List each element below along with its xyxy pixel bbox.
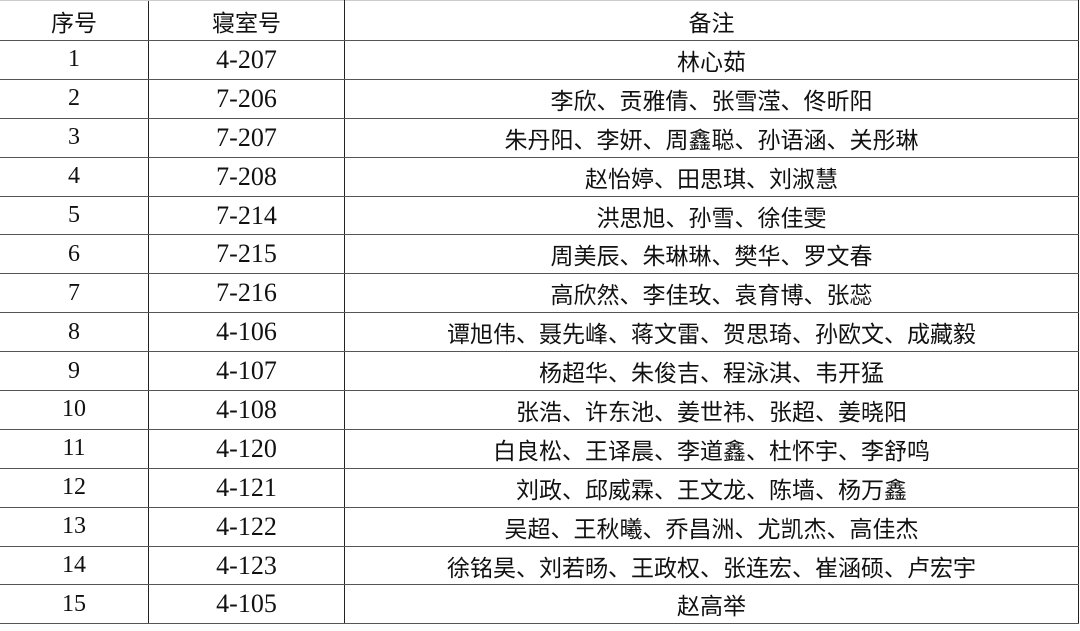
note-cell: 李欣、贡雅倩、张雪滢、佟昕阳 xyxy=(344,79,1079,119)
index-cell: 1 xyxy=(0,40,149,80)
table-row: 10 4-108 张浩、许东池、姜世祎、张超、姜晓阳 xyxy=(0,390,1079,430)
note-cell: 吴超、王秋曦、乔昌洲、尤凯杰、高佳杰 xyxy=(344,507,1079,547)
index-cell: 2 xyxy=(0,79,149,119)
note-cell: 徐铭昊、刘若旸、王政权、张连宏、崔涵硕、卢宏宇 xyxy=(344,546,1079,586)
room-cell: 4-107 xyxy=(148,351,345,392)
room-cell: 4-106 xyxy=(148,312,345,353)
index-cell: 7 xyxy=(0,273,149,314)
index-cell: 15 xyxy=(0,584,149,625)
table-row: 2 7-206 李欣、贡雅倩、张雪滢、佟昕阳 xyxy=(0,79,1079,119)
table-row: 6 7-215 周美辰、朱琳琳、樊华、罗文春 xyxy=(0,234,1079,275)
header-room: 寝室号 xyxy=(148,0,345,41)
index-cell: 9 xyxy=(0,351,149,392)
index-cell: 6 xyxy=(0,234,149,275)
note-cell: 朱丹阳、李妍、周鑫聪、孙语涵、关彤琳 xyxy=(344,118,1079,158)
room-cell: 4-123 xyxy=(148,546,345,586)
table-row: 12 4-121 刘政、邱威霖、王文龙、陈墙、杨万鑫 xyxy=(0,468,1079,508)
room-cell: 4-122 xyxy=(148,507,345,547)
index-cell: 5 xyxy=(0,196,149,236)
index-cell: 13 xyxy=(0,507,149,547)
table-row: 8 4-106 谭旭伟、聂先峰、蒋文雷、贺思琦、孙欧文、成藏毅 xyxy=(0,312,1079,353)
note-cell: 洪思旭、孙雪、徐佳雯 xyxy=(344,196,1079,236)
note-cell: 刘政、邱威霖、王文龙、陈墙、杨万鑫 xyxy=(344,468,1079,508)
header-index: 序号 xyxy=(0,0,149,41)
room-cell: 4-121 xyxy=(148,468,345,508)
table-row: 13 4-122 吴超、王秋曦、乔昌洲、尤凯杰、高佳杰 xyxy=(0,507,1079,547)
header-row: 序号 寝室号 备注 xyxy=(0,0,1079,41)
room-cell: 4-108 xyxy=(148,390,345,430)
room-cell: 7-214 xyxy=(148,196,345,236)
table-row: 11 4-120 白良松、王译晨、李道鑫、杜怀宇、李舒鸣 xyxy=(0,429,1079,469)
table-row: 3 7-207 朱丹阳、李妍、周鑫聪、孙语涵、关彤琳 xyxy=(0,118,1079,158)
note-cell: 周美辰、朱琳琳、樊华、罗文春 xyxy=(344,234,1079,275)
index-cell: 8 xyxy=(0,312,149,353)
table-row: 4 7-208 赵怡婷、田思琪、刘淑慧 xyxy=(0,157,1079,197)
table-row: 7 7-216 高欣然、李佳玫、袁育博、张蕊 xyxy=(0,273,1079,314)
table-row: 15 4-105 赵高举 xyxy=(0,584,1079,625)
index-cell: 10 xyxy=(0,390,149,430)
note-cell: 赵高举 xyxy=(344,584,1079,625)
header-note: 备注 xyxy=(344,0,1079,41)
table-row: 5 7-214 洪思旭、孙雪、徐佳雯 xyxy=(0,196,1079,236)
index-cell: 12 xyxy=(0,468,149,508)
index-cell: 11 xyxy=(0,429,149,469)
room-cell: 7-215 xyxy=(148,234,345,275)
note-cell: 谭旭伟、聂先峰、蒋文雷、贺思琦、孙欧文、成藏毅 xyxy=(344,312,1079,353)
index-cell: 14 xyxy=(0,546,149,586)
index-cell: 3 xyxy=(0,118,149,158)
room-cell: 7-206 xyxy=(148,79,345,119)
note-cell: 高欣然、李佳玫、袁育博、张蕊 xyxy=(344,273,1079,314)
room-cell: 7-216 xyxy=(148,273,345,314)
note-cell: 林心茹 xyxy=(344,40,1079,80)
note-cell: 杨超华、朱俊吉、程泳淇、韦开猛 xyxy=(344,351,1079,392)
room-cell: 4-207 xyxy=(148,40,345,80)
table-row: 1 4-207 林心茹 xyxy=(0,40,1079,80)
note-cell: 白良松、王译晨、李道鑫、杜怀宇、李舒鸣 xyxy=(344,429,1079,469)
table-row: 9 4-107 杨超华、朱俊吉、程泳淇、韦开猛 xyxy=(0,351,1079,392)
note-cell: 张浩、许东池、姜世祎、张超、姜晓阳 xyxy=(344,390,1079,430)
index-cell: 4 xyxy=(0,157,149,197)
room-cell: 4-105 xyxy=(148,584,345,625)
room-cell: 7-208 xyxy=(148,157,345,197)
table-row: 14 4-123 徐铭昊、刘若旸、王政权、张连宏、崔涵硕、卢宏宇 xyxy=(0,546,1079,586)
room-cell: 4-120 xyxy=(148,429,345,469)
note-cell: 赵怡婷、田思琪、刘淑慧 xyxy=(344,157,1079,197)
room-cell: 7-207 xyxy=(148,118,345,158)
